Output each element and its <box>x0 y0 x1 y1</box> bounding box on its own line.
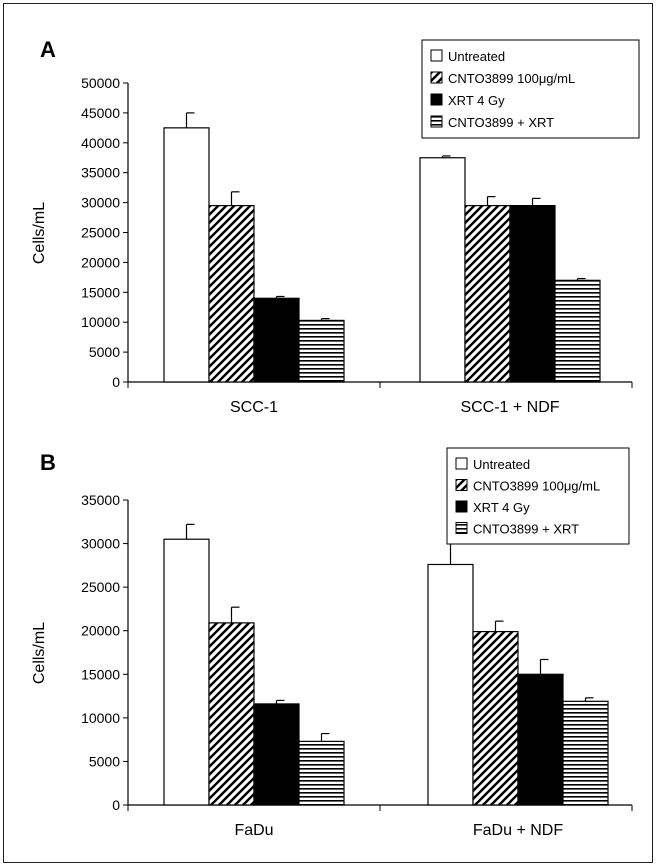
legend-box <box>421 39 640 139</box>
bar <box>208 204 255 383</box>
legend-label: XRT 4 Gy <box>448 93 505 108</box>
bar <box>208 622 255 806</box>
y-tick-label: 25000 <box>81 579 120 595</box>
x-category-label: SCC-1 <box>230 399 278 416</box>
legend-swatch <box>430 49 443 62</box>
bar <box>253 297 300 383</box>
y-tick-label: 0 <box>112 797 120 813</box>
legend-swatch <box>455 479 468 491</box>
y-tick-label: 35000 <box>81 165 120 181</box>
bar <box>298 319 345 383</box>
bar <box>298 740 345 806</box>
panel-letter: B <box>40 450 56 475</box>
legend-label: XRT 4 Gy <box>473 500 530 515</box>
legend-swatch <box>430 71 443 84</box>
bar <box>472 630 519 806</box>
bar <box>464 204 511 383</box>
bar <box>509 204 556 383</box>
legend-swatch <box>455 457 468 470</box>
y-tick-label: 20000 <box>81 254 120 270</box>
y-tick-label: 0 <box>112 374 120 390</box>
legend: Untreated CNTO3899 100μg/mL XRT 4 Gy CNTO38… <box>446 447 630 545</box>
y-tick-label: 15000 <box>81 666 120 682</box>
chart-panel-b: B Cells/mL 0 5000 10000 15000 20000 25000 30000 3… <box>31 447 633 839</box>
bar <box>163 127 210 383</box>
legend-swatch <box>430 93 443 106</box>
y-tick-label: 5000 <box>89 344 120 360</box>
legend-label: CNTO3899 100μg/mL <box>448 71 575 86</box>
bar <box>517 673 564 806</box>
y-tick-label: 5000 <box>89 753 120 769</box>
legend-swatch <box>430 115 443 128</box>
y-tick-label: 15000 <box>81 284 120 300</box>
x-category-label: SCC-1 + NDF <box>460 399 559 416</box>
legend-label: Untreated <box>448 49 505 64</box>
legend-label: CNTO3899 + XRT <box>448 115 554 130</box>
y-tick-label: 30000 <box>81 536 120 552</box>
y-tick-label: 35000 <box>81 492 120 508</box>
legend-swatch <box>455 522 468 534</box>
y-tick-label: 40000 <box>81 135 120 151</box>
legend-label: CNTO3899 100μg/mL <box>473 479 600 494</box>
bar <box>562 700 609 806</box>
bar <box>419 157 466 383</box>
y-tick-label: 10000 <box>81 710 120 726</box>
legend-box <box>446 447 630 545</box>
bar <box>554 279 601 383</box>
panel-letter: A <box>40 37 56 62</box>
bar <box>427 563 474 806</box>
legend: Untreated CNTO3899 100μg/mL XRT 4 Gy CNTO38… <box>421 39 640 139</box>
legend-label: CNTO3899 + XRT <box>473 522 579 537</box>
x-category-label: FaDu <box>234 822 273 839</box>
y-tick-label: 20000 <box>81 623 120 639</box>
y-axis-label: Cells/mL <box>31 202 48 264</box>
y-tick-label: 25000 <box>81 225 120 241</box>
y-axis-label: Cells/mL <box>31 622 48 684</box>
y-tick-label: 10000 <box>81 314 120 330</box>
bar <box>253 703 300 806</box>
legend-swatch <box>455 500 468 513</box>
y-tick-label: 50000 <box>81 75 120 91</box>
legend-label: Untreated <box>473 457 530 472</box>
y-tick-label: 45000 <box>81 105 120 121</box>
chart-panel-a: A Cells/mL 0 5000 10000 15000 20000 25000 30000 3… <box>31 37 640 416</box>
bar <box>163 538 210 806</box>
x-category-label: FaDu + NDF <box>473 822 563 839</box>
y-tick-label: 30000 <box>81 195 120 211</box>
